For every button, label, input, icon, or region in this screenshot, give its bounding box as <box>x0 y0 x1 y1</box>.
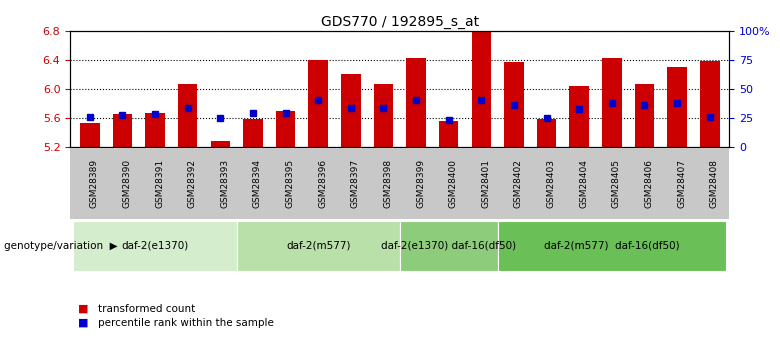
Text: daf-2(e1370) daf-16(df50): daf-2(e1370) daf-16(df50) <box>381 241 516 251</box>
Text: GSM28391: GSM28391 <box>155 159 164 208</box>
Bar <box>341 75 360 147</box>
Text: transformed count: transformed count <box>98 304 195 314</box>
Text: genotype/variation  ▶: genotype/variation ▶ <box>4 241 118 251</box>
Bar <box>537 119 556 147</box>
Bar <box>374 84 393 147</box>
Bar <box>668 67 687 147</box>
Bar <box>439 121 459 147</box>
Text: GSM28406: GSM28406 <box>644 159 654 208</box>
Text: daf-2(m577): daf-2(m577) <box>286 241 350 251</box>
Bar <box>308 60 328 147</box>
Text: percentile rank within the sample: percentile rank within the sample <box>98 318 273 327</box>
Text: GSM28399: GSM28399 <box>416 159 425 208</box>
Text: GSM28408: GSM28408 <box>710 159 718 208</box>
Text: GSM28397: GSM28397 <box>351 159 360 208</box>
Bar <box>504 62 523 147</box>
Bar <box>472 31 491 147</box>
Text: GSM28398: GSM28398 <box>384 159 392 208</box>
Bar <box>602 58 622 147</box>
Text: daf-2(m577)  daf-16(df50): daf-2(m577) daf-16(df50) <box>544 241 679 251</box>
Title: GDS770 / 192895_s_at: GDS770 / 192895_s_at <box>321 14 479 29</box>
Text: ■: ■ <box>78 318 88 327</box>
Text: GSM28404: GSM28404 <box>580 159 588 208</box>
Text: GSM28400: GSM28400 <box>448 159 458 208</box>
Text: GSM28396: GSM28396 <box>318 159 327 208</box>
Bar <box>569 86 589 147</box>
Bar <box>80 123 100 147</box>
Bar <box>112 114 132 147</box>
Text: daf-2(e1370): daf-2(e1370) <box>122 241 189 251</box>
Text: GSM28405: GSM28405 <box>612 159 621 208</box>
Bar <box>700 61 719 147</box>
Text: GSM28401: GSM28401 <box>481 159 491 208</box>
Text: GSM28393: GSM28393 <box>220 159 229 208</box>
Bar <box>406 59 426 147</box>
Bar <box>243 119 263 147</box>
Text: ■: ■ <box>78 304 88 314</box>
Text: GSM28389: GSM28389 <box>90 159 99 208</box>
Text: GSM28390: GSM28390 <box>122 159 131 208</box>
Bar <box>276 110 296 147</box>
Text: GSM28394: GSM28394 <box>253 159 262 208</box>
Text: GSM28392: GSM28392 <box>188 159 197 208</box>
Text: GSM28403: GSM28403 <box>547 159 555 208</box>
Text: GSM28407: GSM28407 <box>677 159 686 208</box>
Bar <box>635 84 654 147</box>
Bar <box>145 114 165 147</box>
Text: GSM28402: GSM28402 <box>514 159 523 208</box>
Bar <box>211 141 230 147</box>
Text: GSM28395: GSM28395 <box>285 159 295 208</box>
Bar <box>178 84 197 147</box>
